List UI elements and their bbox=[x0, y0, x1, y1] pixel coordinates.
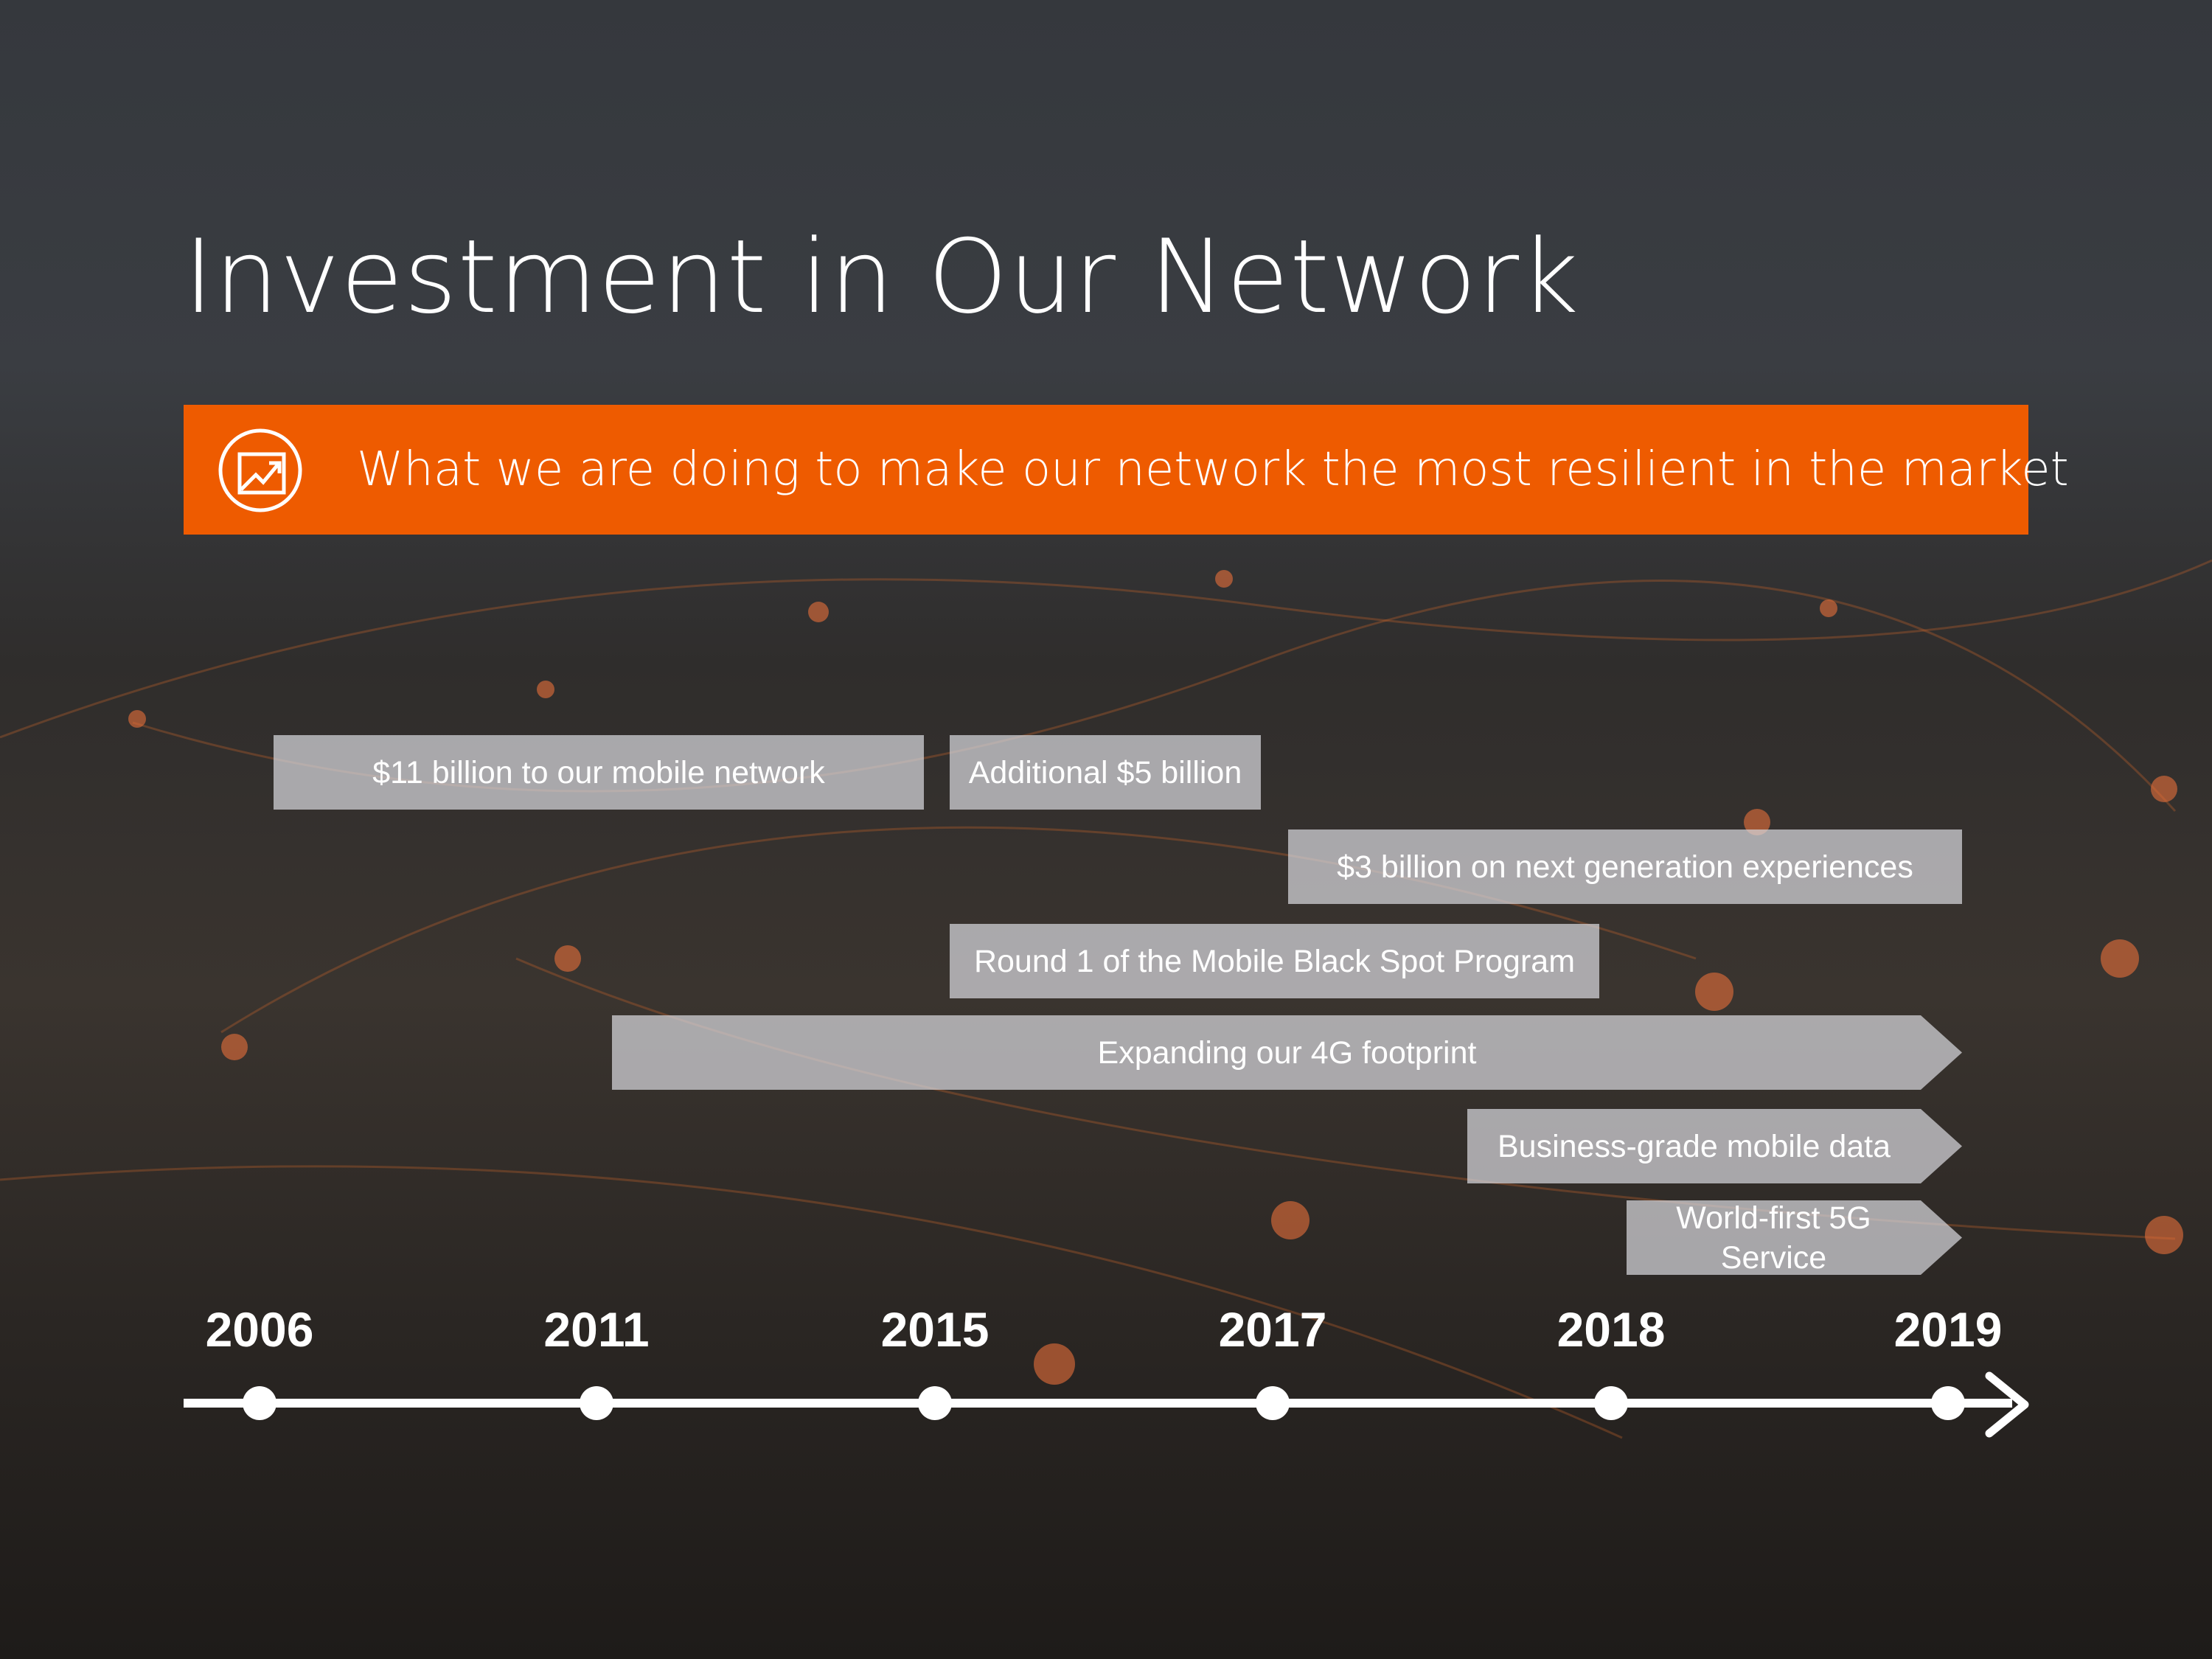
timeline-arrow-bar: Expanding our 4G footprint bbox=[612, 1015, 1962, 1090]
year-label: 2017 bbox=[1218, 1302, 1327, 1357]
banner-text: What we are doing to make our network th… bbox=[357, 442, 2069, 497]
timeline-bar: $11 billion to our mobile network bbox=[274, 735, 924, 810]
timeline-dot bbox=[1594, 1386, 1628, 1420]
year-label: 2018 bbox=[1557, 1302, 1666, 1357]
year-label: 2006 bbox=[205, 1302, 314, 1357]
timeline-arrow-bar: Business-grade mobile data bbox=[1467, 1109, 1962, 1183]
timeline-bar: Additional $5 billion bbox=[950, 735, 1261, 810]
timeline-axis bbox=[184, 1399, 2012, 1408]
timeline-arrow-bar: World-first 5G Service bbox=[1627, 1200, 1962, 1275]
year-label: 2019 bbox=[1893, 1302, 2003, 1357]
timeline-dot bbox=[1931, 1386, 1965, 1420]
timeline-bar: Round 1 of the Mobile Black Spot Program bbox=[950, 924, 1599, 998]
year-label: 2015 bbox=[880, 1302, 990, 1357]
timeline-dot bbox=[243, 1386, 276, 1420]
page-title: Investment in Our Network bbox=[184, 218, 1580, 336]
timeline-dot bbox=[1256, 1386, 1290, 1420]
trending-chart-icon bbox=[218, 428, 302, 512]
timeline-bar: $3 billion on next generation experience… bbox=[1288, 830, 1962, 904]
arrow-right-icon bbox=[1985, 1371, 2029, 1438]
subtitle-banner: What we are doing to make our network th… bbox=[184, 405, 2069, 535]
timeline-dot bbox=[918, 1386, 952, 1420]
timeline-dot bbox=[580, 1386, 613, 1420]
year-label: 2011 bbox=[543, 1302, 650, 1357]
